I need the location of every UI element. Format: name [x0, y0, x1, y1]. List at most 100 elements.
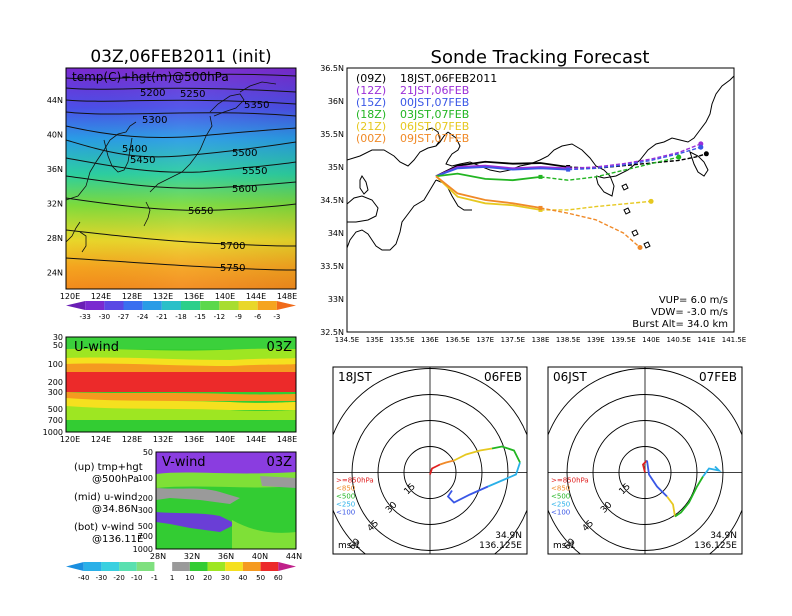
vwind-y-tick: 500 — [138, 522, 153, 531]
track-lat-ticks: 36.5N 36N 35.5N 35N 34.5N 34N 33.5N 33N 32.5N — [320, 64, 344, 337]
hodograph-level: <250 — [551, 501, 570, 509]
colorbar-segment — [181, 301, 201, 310]
vwind-y-tick: 1000 — [133, 545, 153, 554]
hodograph-time: 18JST — [338, 370, 372, 384]
hodograph-level: <850 — [336, 485, 355, 493]
legend-time: 03JST,07FEB — [400, 108, 469, 121]
colorbar-segment — [242, 562, 261, 571]
uwind-y-tick: 100 — [48, 360, 63, 369]
uwind-x-tick: 132E — [153, 435, 173, 444]
contour-label: 5250 — [180, 89, 205, 100]
legend-run: (00Z) — [356, 132, 386, 145]
track-lon-tick: 139E — [587, 336, 605, 344]
track-lon-tick: 138.5E — [556, 336, 580, 344]
track-lon-tick: 134.5E — [335, 336, 359, 344]
map-lat-tick: 44N — [47, 96, 63, 105]
legend-bot2: @136.11E — [92, 534, 143, 545]
contour-label: 5300 — [142, 115, 167, 126]
uwind-y-tick: 500 — [48, 405, 63, 414]
hodograph-unit: ms-1 — [553, 541, 575, 551]
colorbar-segment — [238, 301, 258, 310]
legend-run: (09Z) — [356, 72, 386, 85]
track-lon-tick: 136.5E — [445, 336, 469, 344]
colorbar-tick: 40 — [238, 574, 247, 582]
legend-mid: (mid) u-wind — [74, 492, 137, 503]
map-lon-tick: 136E — [184, 292, 204, 301]
colorbar-tick: -15 — [194, 313, 205, 321]
colorbar-tick: -30 — [96, 574, 107, 582]
track-lon-tick: 137.5E — [501, 336, 525, 344]
colorbar-segment — [85, 301, 105, 310]
vwind-time: 03Z — [267, 455, 293, 470]
colorbar-segment — [200, 301, 220, 310]
track-line-solid — [435, 166, 569, 178]
hodograph-level: <100 — [551, 509, 570, 517]
track-line-solid — [435, 172, 541, 182]
track-lat-tick: 36.5N — [320, 64, 344, 73]
vwind-y-tick: 200 — [138, 494, 153, 503]
hodograph-date: 07FEB — [699, 370, 737, 384]
uwind-y-tick: 200 — [48, 378, 63, 387]
colorbar-tick: -1 — [151, 574, 158, 582]
track-endpoint — [637, 245, 643, 251]
track-lon-tick: 137E — [476, 336, 494, 344]
track-lon-tick: 135.5E — [390, 336, 414, 344]
track-lon-tick: 135E — [366, 336, 384, 344]
hodograph-lon: 136.125E — [479, 541, 522, 551]
uwind-y-tick: 300 — [48, 388, 63, 397]
contour-label: 5450 — [130, 155, 155, 166]
hodograph-trace — [429, 463, 441, 475]
colorbar-tick: -33 — [79, 313, 90, 321]
track-line-solid — [435, 160, 569, 178]
track-lon-tick: 138E — [532, 336, 550, 344]
colorbar-segment — [142, 301, 162, 310]
contour-label: 5700 — [220, 241, 245, 252]
map-lon-tick: 140E — [215, 292, 235, 301]
hodograph-lat: 34.9N — [495, 531, 522, 541]
track-lat-tick: 35.5N — [320, 130, 344, 139]
track-endpoint — [648, 198, 654, 204]
uwind-x-tick: 120E — [60, 435, 80, 444]
contour-label: 5350 — [244, 100, 269, 111]
uwind-y-tick: 50 — [53, 341, 63, 350]
track-line-solid — [435, 175, 541, 211]
param-vup: VUP= 6.0 m/s — [659, 295, 728, 306]
hodograph-lon: 136.125E — [694, 541, 737, 551]
colorbar-tick: -27 — [118, 313, 129, 321]
map-lon-tick: 124E — [91, 292, 111, 301]
vwind-y-tick: 300 — [138, 506, 153, 515]
hodograph-level: <500 — [551, 493, 570, 501]
track-marker — [538, 174, 543, 179]
vwind-x-tick: 36N — [218, 552, 234, 561]
map-lat-tick: 36N — [47, 165, 63, 174]
hodograph-trace — [439, 459, 455, 466]
legend-bot: (bot) v-wind — [74, 522, 134, 533]
uwind-panel — [66, 337, 296, 432]
hodograph-trace — [491, 445, 521, 463]
colorbar-segment — [83, 562, 102, 571]
vwind-x-tick: 40N — [252, 552, 268, 561]
vwind-y-tick: 50 — [143, 448, 153, 457]
legend-run: (12Z) — [356, 84, 386, 97]
track-line-solid — [435, 175, 541, 209]
map-lat-tick: 28N — [47, 234, 63, 243]
track-lat-tick: 33.5N — [320, 262, 344, 271]
colorbar-segment — [154, 562, 173, 571]
map-label: temp(C)+hgt(m)@500hPa — [72, 70, 229, 84]
track-line-dashed — [540, 200, 652, 211]
map-lon-tick: 120E — [60, 292, 80, 301]
colorbar-segment — [119, 562, 137, 571]
map-lon-tick: 144E — [246, 292, 266, 301]
contour-label: 5750 — [220, 263, 245, 274]
colorbar-tick: -40 — [78, 574, 89, 582]
colorbar-tick: -18 — [175, 313, 186, 321]
wind-colorbar: -40 -30 -20 -10 -1 1 10 20 30 40 50 60 — [66, 562, 296, 582]
colorbar-tick: -21 — [156, 313, 167, 321]
map-lon-tick: 132E — [153, 292, 173, 301]
hodograph-level: <100 — [336, 509, 355, 517]
track-lon-tick: 136E — [421, 336, 439, 344]
legend-time: 09JST,07FEB — [400, 132, 469, 145]
